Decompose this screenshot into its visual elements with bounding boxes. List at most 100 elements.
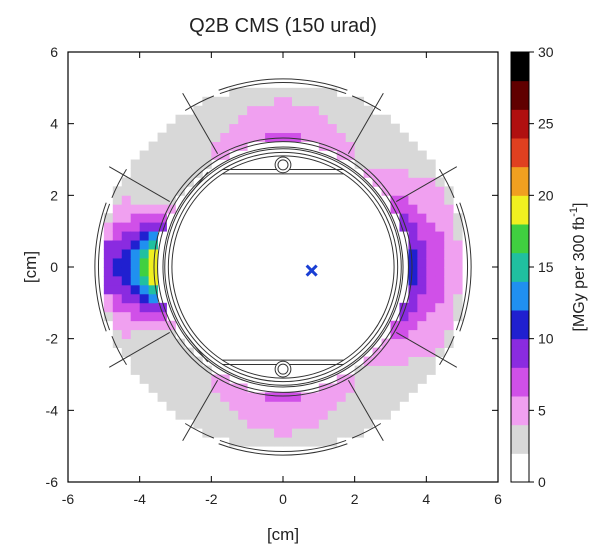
heat-cell	[175, 150, 185, 160]
heat-cell	[112, 240, 123, 250]
heat-cell	[363, 356, 373, 366]
heat-cell	[238, 96, 248, 107]
heat-cell	[211, 410, 221, 420]
heat-cell	[202, 374, 212, 384]
heat-cell	[381, 338, 391, 349]
heat-cell	[247, 96, 257, 107]
heat-cell	[121, 204, 132, 214]
heat-cell	[453, 249, 463, 259]
heat-cell	[238, 383, 248, 393]
heat-cell	[381, 392, 391, 402]
heat-cell	[229, 132, 239, 142]
heat-cell	[220, 141, 230, 151]
heat-cell	[327, 141, 338, 151]
heat-cell	[390, 177, 400, 187]
y-tick-label: 4	[50, 116, 58, 132]
heat-cell	[417, 275, 427, 286]
heat-cell	[220, 401, 230, 411]
heat-cell	[417, 204, 427, 214]
heat-cell	[157, 365, 167, 375]
heat-cell	[202, 365, 212, 375]
coil-arc	[219, 439, 347, 453]
heat-cell	[148, 222, 158, 232]
colorbar-swatch	[511, 123, 529, 132]
heat-cell	[175, 365, 185, 375]
heat-cell	[417, 177, 427, 187]
heat-cell	[202, 150, 212, 160]
heat-cell	[202, 410, 212, 420]
heat-cell	[408, 267, 418, 277]
y-axis: -6 -4 -2 0 2 4 6	[46, 44, 498, 490]
heat-cell	[318, 428, 329, 438]
heat-cell	[121, 338, 132, 349]
heat-cell	[390, 195, 400, 205]
heat-cell	[157, 204, 167, 214]
heat-cell	[417, 249, 427, 259]
heat-cell	[390, 132, 400, 142]
heat-cell	[417, 150, 427, 160]
coil-divider	[347, 380, 384, 442]
heat-cell	[453, 231, 463, 241]
heat-cell	[426, 320, 436, 331]
heat-cell	[408, 231, 418, 241]
heat-cell	[274, 123, 284, 134]
heat-cell	[300, 114, 311, 125]
heat-cell	[354, 374, 365, 384]
heat-cell	[130, 329, 141, 340]
heat-cell	[408, 338, 418, 349]
heat-cell	[354, 132, 365, 142]
cooling-tube-inner	[277, 159, 289, 171]
heat-cell	[354, 123, 365, 134]
heat-cell	[184, 392, 194, 402]
heat-cell	[256, 105, 266, 116]
heat-cell	[399, 302, 409, 313]
colorbar-swatch	[511, 116, 529, 125]
heat-cell	[220, 392, 230, 402]
cooling-tube	[274, 360, 292, 378]
heat-cell	[435, 275, 445, 286]
y-tick-label: -6	[46, 474, 59, 490]
heat-cell	[300, 96, 311, 107]
heat-cell	[130, 186, 141, 196]
heat-cell	[327, 114, 338, 125]
heat-cell	[444, 213, 454, 223]
heat-cell	[265, 96, 275, 107]
heat-cell	[265, 132, 275, 142]
heat-cell	[121, 293, 132, 304]
heat-cell	[130, 338, 141, 349]
heat-cell	[363, 105, 373, 116]
heat-cell	[184, 123, 194, 134]
heat-cell	[309, 105, 320, 116]
heat-cell	[435, 231, 445, 241]
heat-cell	[363, 383, 373, 393]
heat-cell	[300, 401, 311, 411]
colorbar-swatch	[511, 166, 529, 175]
heat-cell	[247, 87, 257, 98]
heat-cell	[139, 338, 150, 349]
heat-cell	[399, 132, 409, 142]
heat-cell	[399, 141, 409, 151]
heat-cell	[283, 96, 293, 107]
colorbar-swatch	[511, 417, 529, 426]
heat-cell	[417, 213, 427, 223]
coil-divider	[108, 166, 170, 203]
heat-cell	[148, 383, 158, 393]
heat-cell	[408, 293, 418, 304]
heat-cell	[103, 293, 114, 304]
colorbar-swatch	[511, 446, 529, 454]
heat-cell	[426, 284, 436, 295]
heat-cell	[166, 374, 176, 384]
heat-cell	[318, 87, 329, 98]
heat-cell	[103, 302, 114, 313]
heat-cell	[121, 186, 132, 196]
heat-cell	[399, 159, 409, 169]
heat-cell	[381, 365, 391, 375]
heat-cell	[417, 222, 427, 232]
heat-cell	[453, 213, 463, 223]
heat-cell	[184, 168, 194, 178]
colorbar-swatch	[511, 388, 529, 397]
heat-cell	[399, 150, 409, 160]
y-axis-label: [cm]	[21, 251, 40, 283]
heat-cell	[175, 338, 185, 349]
